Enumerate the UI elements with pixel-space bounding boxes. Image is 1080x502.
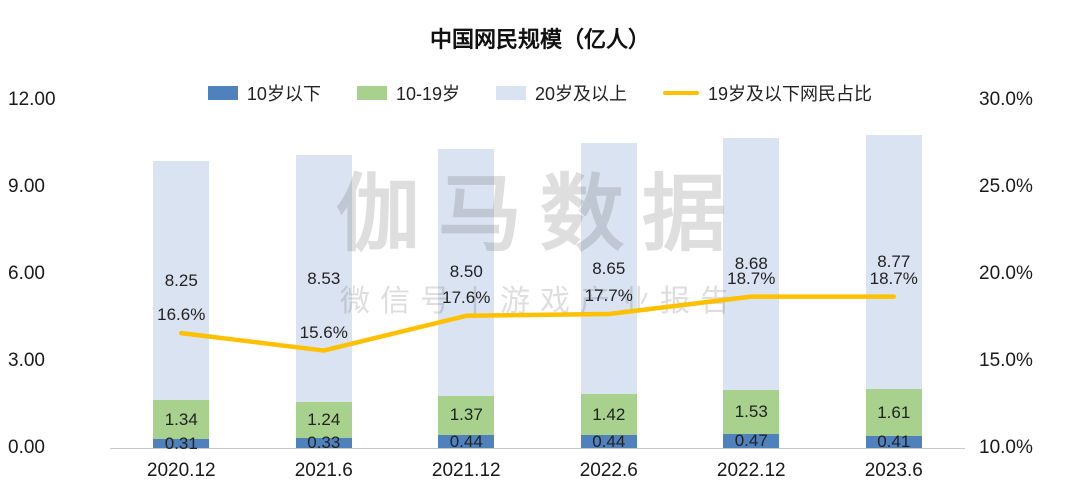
legend-item: 19岁及以下网民占比 (663, 80, 872, 106)
bar-value-label: 8.65 (592, 258, 626, 278)
line-value-label: 16.6% (157, 305, 206, 325)
bar-value-label: 1.24 (307, 410, 341, 430)
bar-segment (865, 436, 922, 448)
left-axis-tick-label: 0.00 (8, 437, 45, 458)
bar-segment (723, 434, 780, 448)
x-axis-tick-label: 2020.12 (146, 460, 216, 481)
bar-value-label: 0.44 (449, 431, 483, 451)
bar-value-label: 0.31 (164, 433, 198, 453)
bar-value-label: 0.33 (307, 433, 341, 453)
bar-value-label: 0.44 (592, 431, 626, 451)
line-value-label: 15.6% (299, 322, 348, 342)
left-axis-tick-label: 9.00 (8, 176, 45, 197)
bar-segment (865, 135, 922, 390)
legend-bar-swatch (496, 86, 526, 100)
bar-value-label: 8.25 (164, 270, 198, 290)
right-axis-tick-label: 20.0% (979, 263, 1033, 284)
legend-label: 10-19岁 (395, 84, 460, 104)
line-value-label: 17.6% (442, 287, 491, 307)
legend-label: 10岁以下 (246, 84, 321, 104)
line-value-label: 18.7% (869, 268, 918, 288)
x-axis-tick-label: 2021.12 (431, 460, 501, 481)
bar-segment (153, 160, 210, 401)
x-axis-tick-label: 2022.6 (579, 460, 638, 481)
right-axis-tick-label: 30.0% (979, 89, 1033, 110)
right-axis-tick-label: 10.0% (979, 437, 1033, 458)
bar-segment (295, 438, 352, 448)
bar-segment (295, 402, 352, 439)
bar-segment (295, 155, 352, 403)
chart-title: 中国网民规模（亿人） (429, 27, 650, 52)
legend-bar-swatch (356, 86, 387, 100)
bar-segment (438, 149, 495, 396)
bar-segment (865, 389, 922, 437)
line-series (179, 294, 896, 353)
legend-label: 19岁及以下网民占比 (708, 84, 873, 104)
right-axis-tick-label: 15.0% (979, 350, 1033, 371)
right-axis-tick-label: 25.0% (979, 176, 1033, 197)
legend-item: 10-19岁 (356, 80, 460, 106)
bar-segment (580, 143, 637, 395)
plot-area: 0.00 3.00 6.00 9.00 12.00 10.0% 15.0% 20.0% 25.0… (8, 89, 1033, 481)
bar-segment (438, 435, 495, 448)
legend-item: 10岁以下 (207, 80, 321, 106)
bar-segment (438, 395, 495, 436)
left-axis-tick-label: 6.00 (8, 263, 45, 284)
left-axis-tick-label: 12.00 (8, 89, 56, 110)
bar-segment (723, 138, 780, 390)
bar-segment (580, 435, 637, 448)
legend: 10岁以下 10-19岁 20岁及以上 19岁及以下网民占比 (0, 80, 1080, 106)
bar-value-label: 1.53 (734, 402, 768, 422)
legend-bar-swatch (207, 86, 238, 100)
legend-item: 20岁及以上 (496, 80, 627, 106)
line-value-label: 18.7% (727, 268, 776, 288)
legend-label: 20岁及以上 (535, 84, 628, 104)
bar-value-label: 0.47 (734, 431, 768, 451)
left-axis-tick-label: 3.00 (8, 350, 45, 371)
bar-segment (580, 394, 637, 436)
bar-value-label: 8.53 (307, 268, 341, 288)
bar-value-label: 1.42 (592, 404, 626, 424)
bar-value-label: 8.68 (734, 254, 768, 274)
legend-line-swatch (663, 91, 700, 95)
bar-value-label: 1.37 (449, 405, 483, 425)
bar-value-label: 8.50 (449, 262, 483, 282)
bar-segment (153, 439, 210, 448)
line-value-label: 17.7% (584, 286, 633, 306)
bar-segment (153, 400, 210, 439)
x-axis-tick-label: 2021.6 (294, 460, 353, 481)
bar-value-label: 0.41 (877, 432, 911, 452)
bar-value-label: 1.34 (164, 409, 198, 429)
x-axis-tick-label: 2022.12 (716, 460, 786, 481)
x-axis-tick-label: 2023.6 (864, 460, 923, 481)
bar-segment (723, 390, 780, 435)
bar-value-label: 8.77 (877, 252, 911, 272)
bar-value-label: 1.61 (877, 402, 911, 422)
